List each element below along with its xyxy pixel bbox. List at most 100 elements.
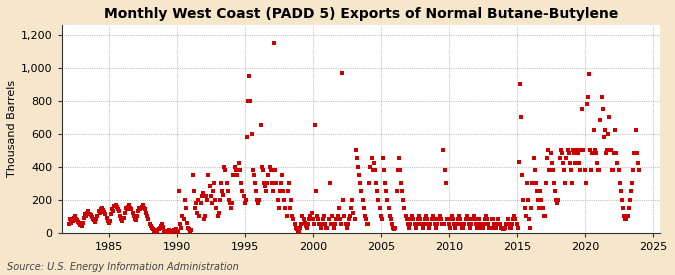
Point <box>173 189 184 194</box>
Point <box>603 131 614 136</box>
Point <box>606 168 617 172</box>
Point <box>507 222 518 227</box>
Point <box>446 217 456 222</box>
Point <box>176 226 187 230</box>
Point <box>404 226 414 230</box>
Point <box>562 148 573 152</box>
Point <box>82 211 92 215</box>
Point <box>113 207 124 211</box>
Point <box>574 168 585 172</box>
Point <box>98 208 109 213</box>
Point <box>223 197 234 202</box>
Point <box>348 211 359 215</box>
Point <box>148 227 159 232</box>
Point <box>134 206 144 210</box>
Point <box>74 221 85 226</box>
Point <box>70 216 81 221</box>
Point <box>250 181 261 185</box>
Point <box>610 128 620 133</box>
Point <box>416 222 427 227</box>
Point <box>620 217 630 222</box>
Point <box>509 214 520 218</box>
Point <box>514 160 524 164</box>
Point <box>245 98 256 103</box>
Point <box>190 201 201 205</box>
Point <box>586 168 597 172</box>
Point <box>281 214 292 218</box>
Point <box>452 217 463 222</box>
Point <box>215 197 225 202</box>
Point <box>501 222 512 227</box>
Point <box>354 173 364 177</box>
Point <box>307 217 318 222</box>
Point <box>535 189 546 194</box>
Point <box>235 168 246 172</box>
Point <box>442 217 453 222</box>
Point <box>588 128 599 133</box>
Point <box>377 217 387 222</box>
Point <box>578 148 589 152</box>
Point <box>86 215 97 219</box>
Point <box>595 118 605 123</box>
Point <box>468 214 479 218</box>
Point <box>492 222 503 227</box>
Point <box>170 227 181 232</box>
Point <box>143 216 154 221</box>
Point <box>367 168 378 172</box>
Point <box>163 228 174 232</box>
Point <box>599 135 610 139</box>
Point <box>275 189 286 194</box>
Point <box>193 197 204 202</box>
Point <box>522 197 533 202</box>
Point <box>327 214 338 218</box>
Point <box>545 151 556 156</box>
Point <box>102 219 113 223</box>
Point <box>402 222 413 227</box>
Point <box>372 189 383 194</box>
Point <box>90 220 101 224</box>
Point <box>321 226 331 230</box>
Point <box>618 206 628 210</box>
Point <box>536 197 547 202</box>
Point <box>511 222 522 227</box>
Point <box>220 168 231 172</box>
Point <box>65 217 76 222</box>
Point <box>110 202 121 207</box>
Point <box>109 204 120 208</box>
Point <box>269 41 279 45</box>
Point <box>234 161 244 166</box>
Point <box>126 207 137 212</box>
Point <box>95 207 106 212</box>
Point <box>571 148 582 152</box>
Point <box>451 222 462 227</box>
Point <box>270 168 281 172</box>
Point <box>466 222 477 227</box>
Point <box>296 222 306 227</box>
Point <box>175 222 186 227</box>
Point <box>155 224 166 228</box>
Point <box>561 156 572 161</box>
Point <box>265 168 276 172</box>
Point <box>255 123 266 128</box>
Point <box>142 214 153 218</box>
Point <box>542 156 553 161</box>
Point <box>619 214 630 218</box>
Point <box>524 217 535 222</box>
Point <box>99 210 109 214</box>
Point <box>302 226 313 230</box>
Point <box>75 223 86 227</box>
Point <box>369 161 379 166</box>
Point <box>78 221 88 225</box>
Point <box>205 184 215 189</box>
Point <box>288 217 299 222</box>
Point <box>254 197 265 202</box>
Point <box>364 181 375 185</box>
Point <box>500 226 511 230</box>
Point <box>133 209 144 213</box>
Point <box>222 189 233 194</box>
Point <box>602 148 613 152</box>
Point <box>158 225 169 229</box>
Point <box>292 229 303 233</box>
Point <box>517 173 528 177</box>
Point <box>257 168 268 172</box>
